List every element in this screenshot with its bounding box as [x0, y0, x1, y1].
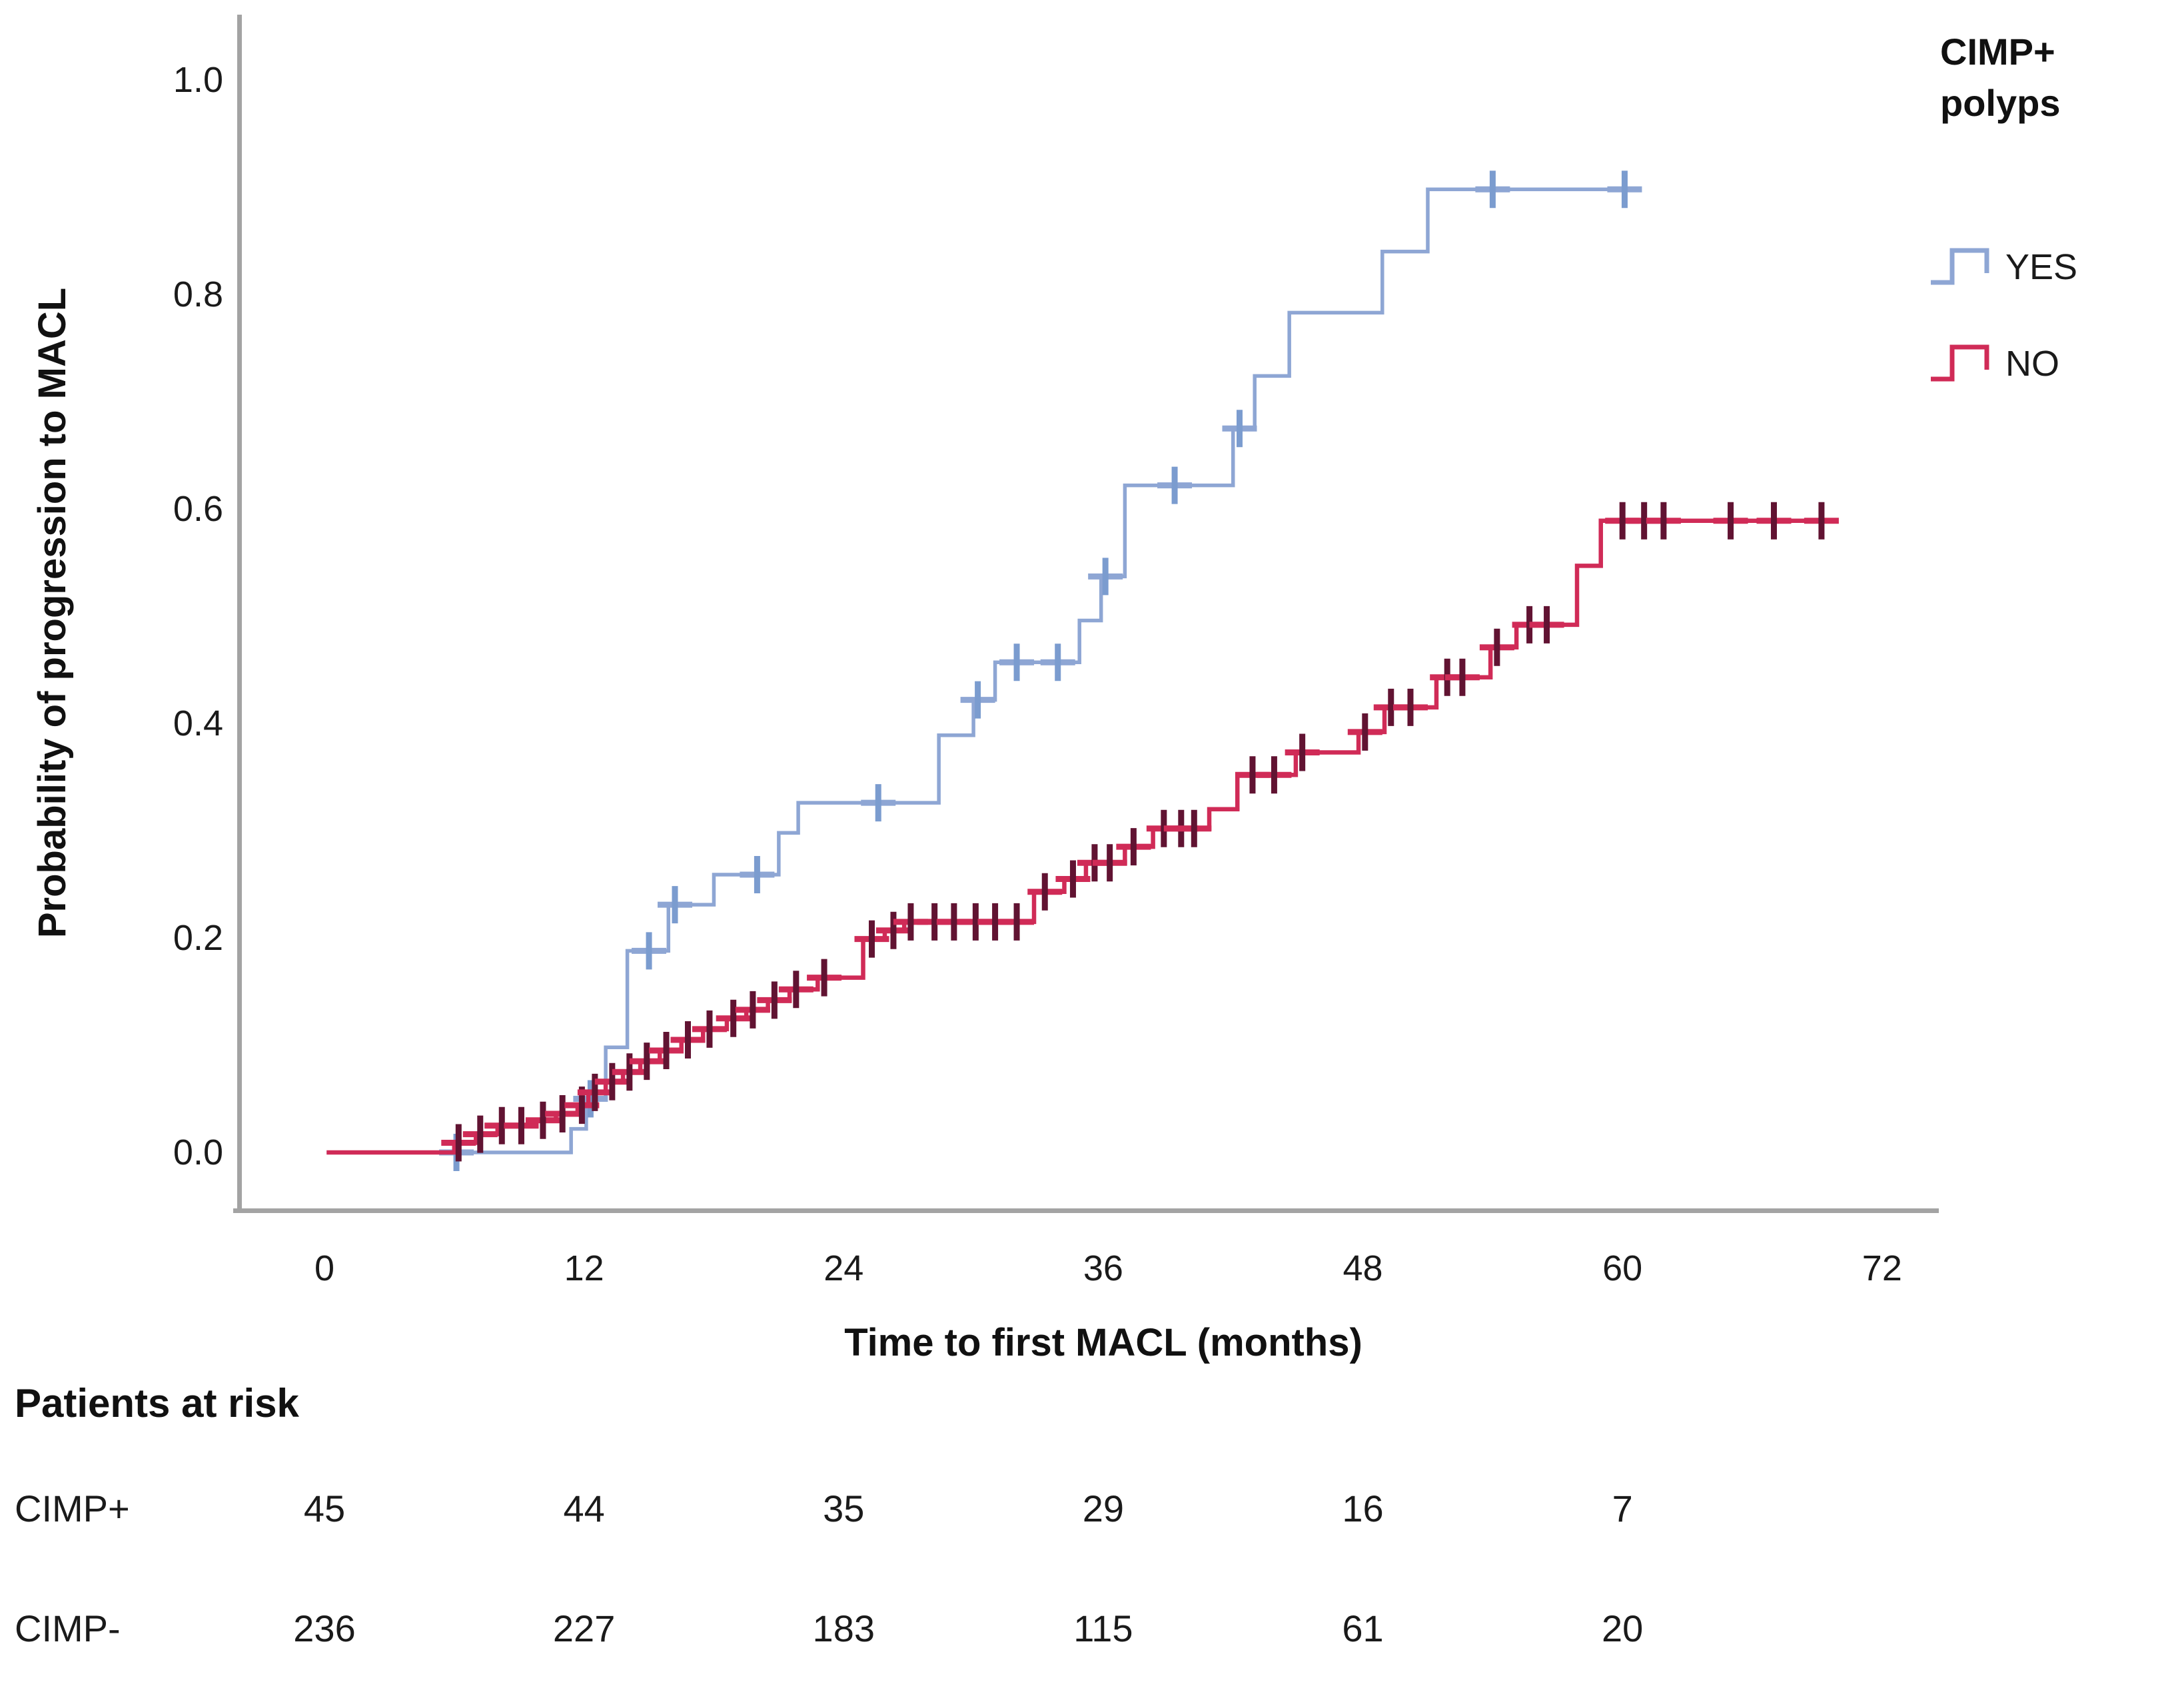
y-tick-label-0.4: 0.4 [173, 703, 223, 743]
at-risk-title: Patients at risk [15, 1381, 299, 1426]
at-risk-count: 236 [293, 1607, 356, 1649]
at-risk-count: 29 [1082, 1488, 1125, 1529]
x-axis-line [233, 1208, 1939, 1213]
at-risk-row-label-cimp-: CIMP- [15, 1607, 121, 1649]
series-no-curve [326, 518, 1828, 1155]
at-risk-count: 227 [552, 1607, 616, 1649]
y-tick-label-0.8: 0.8 [173, 274, 223, 314]
y-tick-label-0.6: 0.6 [173, 489, 223, 529]
x-tick-label-36: 36 [1083, 1248, 1123, 1288]
series-yes-curve [326, 187, 1632, 1154]
at-risk-count: 35 [823, 1488, 865, 1529]
legend-step-glyph-no [1931, 344, 1989, 382]
at-risk-count: 7 [1612, 1488, 1633, 1529]
x-tick-label-24: 24 [823, 1248, 864, 1288]
at-risk-count: 44 [563, 1488, 605, 1529]
legend-step-glyph-line [1931, 248, 1989, 285]
legend-label-no: NO [2005, 344, 2059, 384]
y-tick-label-1.0: 1.0 [173, 60, 223, 100]
legend-step-glyph-line [1931, 344, 1989, 382]
x-tick-label-60: 60 [1602, 1248, 1643, 1288]
y-tick-label-0.2: 0.2 [173, 918, 223, 958]
at-risk-count: 20 [1602, 1607, 1644, 1649]
x-tick-label-12: 12 [564, 1248, 604, 1288]
legend-label-yes: YES [2005, 247, 2078, 287]
legend-step-glyph-yes [1931, 248, 1989, 285]
x-tick-label-48: 48 [1343, 1248, 1383, 1288]
x-tick-label-72: 72 [1862, 1248, 1902, 1288]
y-tick-label-0.0: 0.0 [173, 1132, 223, 1172]
at-risk-count: 45 [303, 1488, 346, 1529]
x-tick-label-0: 0 [314, 1248, 335, 1288]
legend-title-line2: polyps [1940, 82, 2061, 124]
at-risk-count: 183 [812, 1607, 875, 1649]
at-risk-count: 16 [1342, 1488, 1384, 1529]
at-risk-count: 61 [1342, 1607, 1384, 1649]
y-axis-line [237, 15, 242, 1213]
at-risk-count: 115 [1073, 1607, 1133, 1649]
x-axis-title: Time to first MACL (months) [844, 1321, 1362, 1364]
legend-title-line1: CIMP+ [1940, 31, 2055, 73]
at-risk-row-label-cimp+: CIMP+ [15, 1488, 130, 1529]
